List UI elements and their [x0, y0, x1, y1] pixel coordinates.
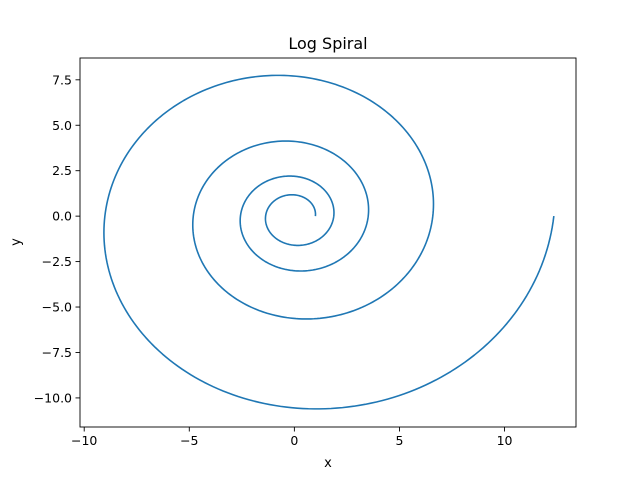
y-tick-label: 5.0 [52, 118, 72, 133]
x-tick-label: 0 [290, 433, 298, 448]
x-tick-label: −10 [71, 433, 97, 448]
y-tick-label: −7.5 [42, 345, 72, 360]
y-axis-label: y [9, 238, 24, 246]
x-axis-label: x [324, 456, 332, 471]
y-tick-label: −2.5 [42, 254, 72, 269]
y-tick-label: 2.5 [52, 163, 72, 178]
x-axis: −10 −5 0 5 10 [71, 427, 513, 448]
spiral-series-line [103, 74, 555, 410]
plot-area [79, 57, 577, 428]
x-tick-label: 10 [497, 433, 513, 448]
y-tick-label: −5.0 [42, 300, 72, 315]
axes-frame [79, 57, 577, 428]
x-tick-label: −5 [180, 433, 198, 448]
chart-title: Log Spiral [288, 34, 367, 53]
y-tick-label: −10.0 [34, 390, 72, 405]
y-tick-label: 0.0 [52, 209, 72, 224]
y-tick-label: 7.5 [52, 72, 72, 87]
x-tick-label: 5 [395, 433, 403, 448]
y-axis: 7.5 5.0 2.5 0.0 −2.5 −5.0 −7.5 −10.0 [34, 72, 80, 405]
